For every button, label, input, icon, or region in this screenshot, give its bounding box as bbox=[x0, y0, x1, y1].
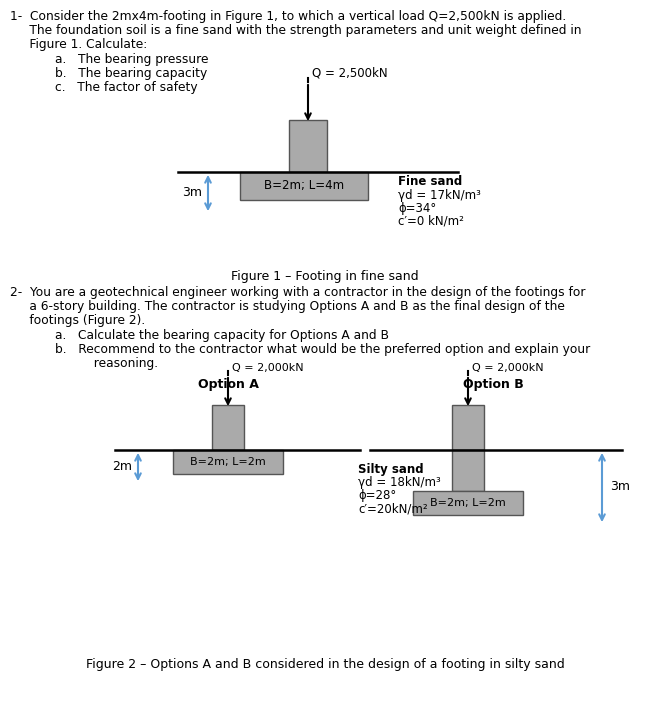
Text: 2m: 2m bbox=[112, 461, 132, 473]
Text: b.   The bearing capacity: b. The bearing capacity bbox=[55, 67, 207, 80]
Bar bbox=[289, 120, 327, 172]
Bar bbox=[452, 405, 484, 450]
Text: footings (Figure 2).: footings (Figure 2). bbox=[10, 314, 145, 327]
Text: reasoning.: reasoning. bbox=[55, 357, 158, 370]
Text: 3m: 3m bbox=[182, 186, 202, 200]
Text: γd = 17kN/m³: γd = 17kN/m³ bbox=[398, 189, 481, 202]
Text: c′=20kN/m²: c′=20kN/m² bbox=[358, 502, 428, 515]
Text: 1-  Consider the 2mx4m-footing in Figure 1, to which a vertical load Q=2,500kN i: 1- Consider the 2mx4m-footing in Figure … bbox=[10, 10, 566, 23]
Text: Option A: Option A bbox=[197, 378, 258, 391]
Text: a.   The bearing pressure: a. The bearing pressure bbox=[55, 53, 208, 66]
Text: B=2m; L=2m: B=2m; L=2m bbox=[190, 457, 266, 467]
Text: The foundation soil is a fine sand with the strength parameters and unit weight : The foundation soil is a fine sand with … bbox=[10, 24, 581, 37]
Text: Silty sand: Silty sand bbox=[358, 463, 424, 476]
Text: Figure 1. Calculate:: Figure 1. Calculate: bbox=[10, 38, 147, 51]
Bar bbox=[240, 172, 368, 200]
Text: Fine sand: Fine sand bbox=[398, 175, 462, 188]
Text: γd = 18kN/m³: γd = 18kN/m³ bbox=[358, 476, 441, 489]
Text: b.   Recommend to the contractor what would be the preferred option and explain : b. Recommend to the contractor what woul… bbox=[55, 343, 590, 356]
Text: c.   The factor of safety: c. The factor of safety bbox=[55, 81, 198, 94]
Text: ϕ=34°: ϕ=34° bbox=[398, 202, 436, 215]
Bar bbox=[452, 450, 484, 491]
Text: Figure 1 – Footing in fine sand: Figure 1 – Footing in fine sand bbox=[231, 270, 419, 283]
Text: B=2m; L=4m: B=2m; L=4m bbox=[264, 179, 344, 193]
Text: Option B: Option B bbox=[463, 378, 523, 391]
Text: ϕ=28°: ϕ=28° bbox=[358, 489, 396, 502]
Text: Q = 2,500kN: Q = 2,500kN bbox=[312, 67, 387, 80]
Text: B=2m; L=2m: B=2m; L=2m bbox=[430, 498, 506, 508]
Text: Q = 2,000kN: Q = 2,000kN bbox=[232, 363, 303, 373]
Text: 2-  You are a geotechnical engineer working with a contractor in the design of t: 2- You are a geotechnical engineer worki… bbox=[10, 286, 585, 299]
Text: Q = 2,000kN: Q = 2,000kN bbox=[472, 363, 544, 373]
Text: a 6-story building. The contractor is studying Options A and B as the final desi: a 6-story building. The contractor is st… bbox=[10, 300, 565, 313]
Bar bbox=[212, 405, 244, 450]
Text: a.   Calculate the bearing capacity for Options A and B: a. Calculate the bearing capacity for Op… bbox=[55, 329, 389, 342]
Bar bbox=[173, 450, 283, 474]
Text: Figure 2 – Options A and B considered in the design of a footing in silty sand: Figure 2 – Options A and B considered in… bbox=[86, 658, 564, 671]
Text: c′=0 kN/m²: c′=0 kN/m² bbox=[398, 215, 464, 228]
Text: 3m: 3m bbox=[610, 480, 630, 494]
Bar bbox=[413, 491, 523, 515]
